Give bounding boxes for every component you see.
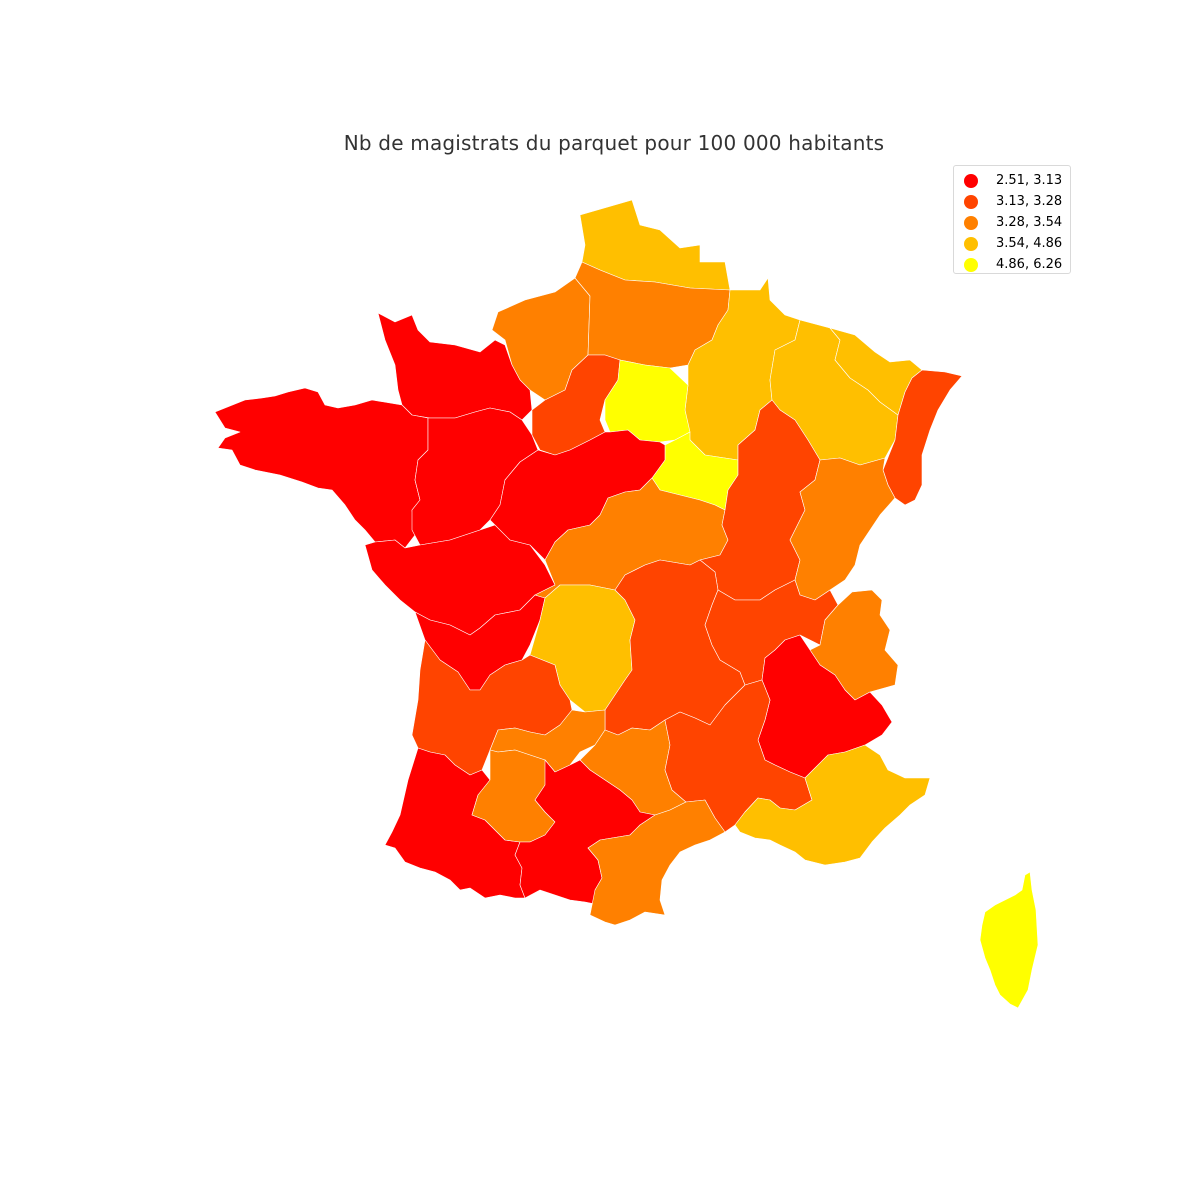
region-alsace [882,369,963,506]
region-corse [979,871,1039,1009]
legend-label: 3.28, 3.54 [996,215,1063,230]
legend-item: 3.13, 3.28 [964,191,1070,212]
legend-item: 3.54, 4.86 [964,233,1070,254]
legend-swatch [964,257,978,272]
legend-label: 3.54, 4.86 [996,236,1063,251]
legend-swatch [964,215,978,230]
legend-label: 2.51, 3.13 [996,173,1063,188]
map-title: Nb de magistrats du parquet pour 100 000… [343,131,885,155]
region-franche-comte [789,457,896,601]
legend: 2.51, 3.13 3.13, 3.28 3.28, 3.54 3.54, 4… [953,165,1071,274]
legend-swatch [964,173,978,188]
legend-swatch [964,236,978,251]
region-languedoc [587,799,726,926]
legend-item: 3.28, 3.54 [964,212,1070,233]
legend-label: 4.86, 6.26 [996,257,1063,272]
region-bretagne [214,387,429,549]
legend-item: 2.51, 3.13 [964,170,1070,191]
legend-label: 3.13, 3.28 [996,194,1063,209]
region-eure-et-loir [531,354,621,456]
region-provence [734,744,931,866]
region-savoie [809,589,899,701]
legend-swatch [964,194,978,209]
legend-item: 4.86, 6.26 [964,254,1070,275]
